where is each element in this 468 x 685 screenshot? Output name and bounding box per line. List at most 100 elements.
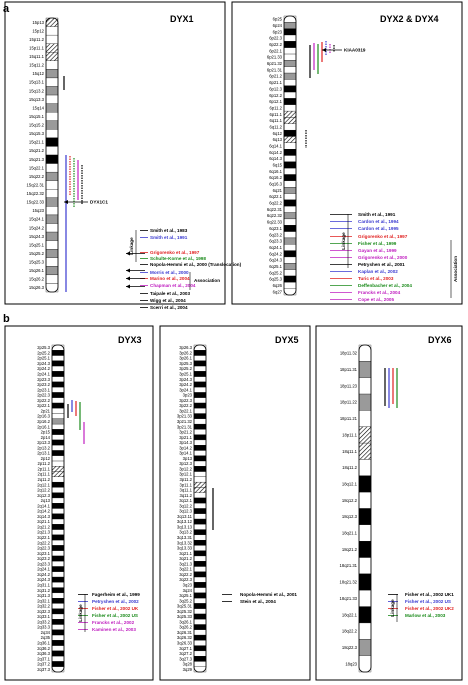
band-2p22.1 [51,402,65,409]
band-label-2q37.3: 2q37.3 [37,667,50,672]
band-label-3q11.1: 3q11.1 [180,488,193,493]
band-label-6p21.33: 6p21.33 [267,55,283,60]
band-label-15q15.1: 15q15.1 [29,114,45,119]
band-3q13.2 [193,529,207,536]
band-label-2p11.2: 2p11.2 [38,461,51,466]
band-6q26 [283,282,297,289]
band-18q21.32 [358,573,372,591]
band-label-6p22.3: 6p22.3 [269,36,282,41]
band-15q21.1 [45,137,59,147]
panel-dyx5: 3p26.33p26.23p26.13p25.33p25.23p25.13p24… [177,344,297,673]
dyx6-ref-2: Fisher et al., 2002 UK2 [405,606,454,611]
band-3q26.33 [193,640,207,646]
dyx2-ref-1: Cardon et al., 1994 [358,219,399,224]
band-3q11.2 [193,492,207,499]
band-label-3q21.3: 3q21.3 [179,561,192,566]
band-3q12.1 [193,497,207,504]
band-3q21.2 [193,555,207,562]
band-15q13.1 [45,77,59,87]
band-label-15q24.1: 15q24.1 [29,217,45,222]
band-label-18p11.1: 18p11.1 [342,432,357,437]
band-label-6p23: 6p23 [273,29,283,34]
band-2q23.3 [51,561,65,567]
gene-dyx1c1-arrow-head [64,200,68,204]
band-label-3q22.3: 3q22.3 [179,577,192,582]
band-2q21.2 [51,524,65,530]
band-label-6q24.2: 6q24.2 [269,251,282,256]
band-label-3p22.1: 3p22.1 [179,408,192,413]
band-label-2q24.1: 2q24.1 [37,567,50,572]
band-label-15q12: 15q12 [32,71,44,76]
dyx3-ref-5: Kaminen et al., 2003 [92,627,136,632]
band-label-6q23.3: 6q23.3 [269,239,282,244]
band-3p14.3 [193,439,207,446]
dyx6-chromosome-outline [358,344,372,673]
gene-dyx1c1-label: DYX1C1 [90,200,108,205]
band-3p24.2 [193,381,207,388]
band-15q11.2 [45,60,59,70]
band-label-2q37.1: 2q37.1 [37,656,50,661]
band-15q24.1 [45,214,59,224]
band-6q22.33 [283,218,297,226]
band-2q32.3 [51,608,65,615]
band-18q22.2 [358,622,372,640]
band-3q21.1 [193,550,207,557]
band-label-2p25.3: 2p25.3 [37,345,50,350]
band-label-2p24.3: 2p24.3 [37,361,50,366]
band-3p12.1 [193,471,207,478]
band-15q25.1 [45,240,59,250]
band-3q21.3 [193,561,207,567]
band-label-3p24.1: 3p24.1 [179,387,192,392]
band-label-15q11.2: 15q11.2 [29,63,44,68]
band-15q15.2 [45,120,59,130]
dyx2-ref-10: Deffenbacher et al., 2004 [358,283,412,288]
band-3q12.2 [193,503,207,509]
band-6q25.3 [283,275,297,283]
band-6q23.1 [283,225,297,232]
dyx1-ref-9: Wigg et al., 2004 [150,298,186,303]
band-label-3q26.2: 3q26.2 [179,625,192,630]
band-label-6q22.2: 6q22.2 [269,201,282,206]
dyx3-ref-2: Fisher et al., 2002 UK [92,606,139,611]
band-label-2q32.3: 2q32.3 [37,609,50,614]
band-3q13.32 [193,539,207,546]
band-label-6p11.1: 6p11.1 [270,112,283,117]
band-label-3q22.1: 3q22.1 [179,567,192,572]
band-label-18p11.21: 18p11.21 [340,416,358,421]
band-3p11.2 [193,476,207,483]
band-label-6q22.33: 6q22.33 [267,220,283,225]
band-label-6q27: 6q27 [273,289,283,294]
band-label-6p12.1: 6p12.1 [269,99,282,104]
band-3q27.3 [193,656,207,662]
band-label-15q26.3: 15q26.3 [29,285,45,290]
band-15q24.3 [45,231,59,241]
band-label-6q22.32: 6q22.32 [267,213,283,218]
band-label-3q24: 3q24 [183,588,193,593]
band-label-3q11.2: 3q11.2 [180,493,193,498]
band-18p11.32 [358,344,372,362]
band-label-6q14.1: 6q14.1 [269,143,282,148]
band-2q22.1 [51,534,65,541]
band-label-15q13.2: 15q13.2 [29,88,45,93]
band-15q22.1 [45,163,59,173]
band-label-2q11.1: 2q11.1 [38,472,51,477]
band-3q26.1 [193,619,207,625]
band-label-3q13.13: 3q13.13 [177,524,193,529]
band-18q21.31 [358,557,372,575]
band-label-6q13: 6q13 [273,137,283,142]
band-label-2p13.1: 2p13.1 [37,451,50,456]
band-label-18q11.1: 18q11.1 [342,449,357,454]
dyx1-taipale-pointer-head [126,268,130,273]
dyx1-chromosome-outline [45,17,59,293]
band-label-2q23.1: 2q23.1 [37,551,50,556]
band-label-6p11.2: 6p11.2 [270,105,283,110]
band-label-3q23: 3q23 [183,582,193,587]
band-18q12.1 [358,475,372,493]
band-label-15q26.2: 15q26.2 [29,277,45,282]
dyx1-ref-7: Chapman et al., 2004 [150,283,196,288]
band-label-15p12: 15p12 [32,28,44,33]
band-label-18q21.2: 18q21.2 [342,547,358,552]
band-6q22.2 [283,199,297,207]
band-3p13 [193,455,207,462]
